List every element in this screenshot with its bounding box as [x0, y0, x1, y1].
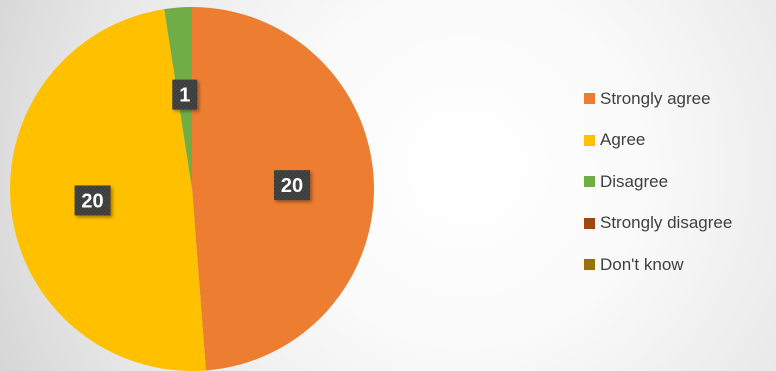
legend-swatch [584, 93, 595, 104]
legend: Strongly agree Agree Disagree Strongly disa… [584, 87, 776, 295]
legend-label: Don't know [600, 254, 684, 274]
legend-swatch [584, 217, 595, 229]
legend-label: Disagree [600, 171, 669, 191]
data-label-strongly-agree: 20 [274, 170, 311, 201]
legend-label: Strongly disagree [600, 213, 733, 232]
pie-slices [10, 7, 375, 371]
legend-item-disagree: Disagree [584, 170, 776, 193]
data-label-agree: 20 [74, 185, 111, 216]
data-label-box [274, 170, 311, 201]
legend-label: Strongly agree [600, 88, 711, 108]
legend-item-strongly-agree: Strongly agree [584, 87, 776, 110]
data-label-disagree: 1 [172, 79, 198, 110]
legend-item-agree: Agree [584, 129, 776, 152]
legend-swatch [584, 176, 595, 187]
legend-swatch [584, 259, 595, 270]
legend-label: Agree [600, 130, 646, 149]
data-label-text: 1 [179, 85, 190, 107]
data-label-text: 20 [81, 190, 103, 212]
data-label-box [74, 185, 111, 216]
legend-item-don-t-know: Don't know [584, 253, 776, 276]
data-labels: 20 20 1 [74, 79, 311, 216]
legend-item-strongly-disagree: Strongly disagree [584, 212, 776, 235]
legend-swatch [584, 134, 595, 146]
data-label-box [172, 79, 198, 110]
data-label-text: 20 [281, 175, 303, 197]
